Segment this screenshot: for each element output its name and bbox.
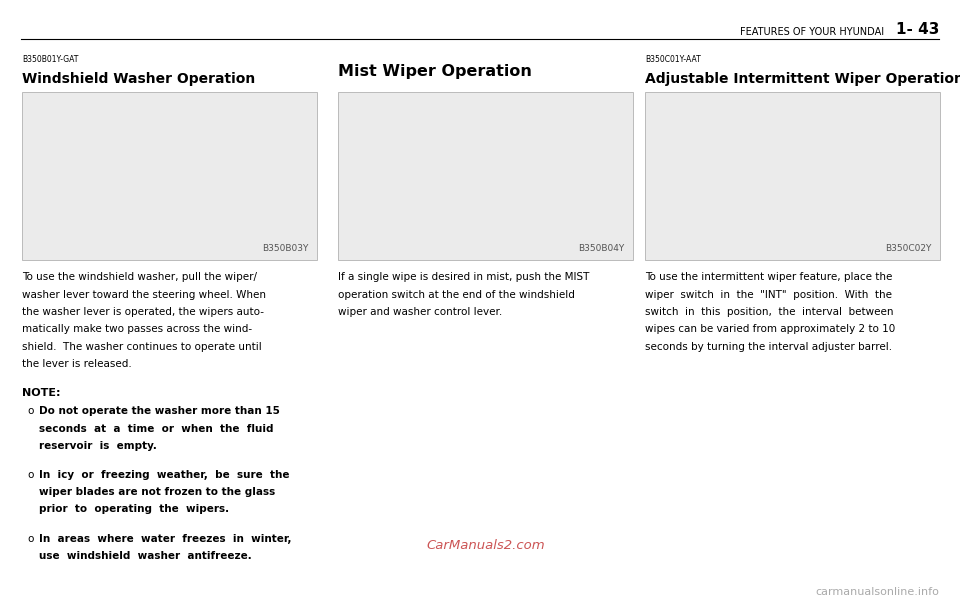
Text: Adjustable Intermittent Wiper Operation: Adjustable Intermittent Wiper Operation (645, 72, 960, 86)
Bar (22, 92, 317, 260)
Text: prior  to  operating  the  wipers.: prior to operating the wipers. (39, 504, 229, 515)
Text: Mist Wiper Operation: Mist Wiper Operation (338, 64, 532, 79)
Text: washer lever toward the steering wheel. When: washer lever toward the steering wheel. … (22, 289, 266, 299)
Text: wiper blades are not frozen to the glass: wiper blades are not frozen to the glass (39, 487, 276, 498)
Bar (645, 92, 940, 260)
Bar (338, 92, 633, 260)
Text: B350C01Y-AAT: B350C01Y-AAT (645, 55, 701, 64)
Text: the lever is released.: the lever is released. (22, 359, 132, 370)
Text: use  windshield  washer  antifreeze.: use windshield washer antifreeze. (39, 551, 252, 561)
Text: FEATURES OF YOUR HYUNDAI: FEATURES OF YOUR HYUNDAI (740, 27, 884, 37)
Text: o: o (28, 470, 34, 480)
Text: B350B03Y: B350B03Y (262, 244, 309, 253)
Text: In  icy  or  freezing  weather,  be  sure  the: In icy or freezing weather, be sure the (39, 470, 290, 480)
Text: B350B01Y-GAT: B350B01Y-GAT (22, 55, 79, 64)
Text: o: o (28, 534, 34, 543)
Text: seconds by turning the interval adjuster barrel.: seconds by turning the interval adjuster… (645, 342, 892, 352)
Text: reservoir  is  empty.: reservoir is empty. (39, 441, 156, 451)
Text: wiper and washer control lever.: wiper and washer control lever. (338, 307, 502, 317)
Text: B350C02Y: B350C02Y (885, 244, 932, 253)
Text: shield.  The washer continues to operate until: shield. The washer continues to operate … (22, 342, 262, 352)
Text: Windshield Washer Operation: Windshield Washer Operation (22, 72, 255, 86)
Text: In  areas  where  water  freezes  in  winter,: In areas where water freezes in winter, (39, 534, 292, 543)
Text: the washer lever is operated, the wipers auto-: the washer lever is operated, the wipers… (22, 307, 264, 317)
Text: switch  in  this  position,  the  interval  between: switch in this position, the interval be… (645, 307, 894, 317)
Text: Do not operate the washer more than 15: Do not operate the washer more than 15 (39, 406, 280, 417)
Text: NOTE:: NOTE: (22, 388, 60, 398)
Text: CarManuals2.com: CarManuals2.com (426, 539, 544, 552)
Text: carmanualsonline.info: carmanualsonline.info (815, 587, 939, 597)
Text: If a single wipe is desired in mist, push the MIST: If a single wipe is desired in mist, pus… (338, 272, 589, 282)
Text: seconds  at  a  time  or  when  the  fluid: seconds at a time or when the fluid (39, 424, 274, 434)
Text: wipes can be varied from approximately 2 to 10: wipes can be varied from approximately 2… (645, 324, 896, 335)
Text: o: o (28, 406, 34, 417)
Text: matically make two passes across the wind-: matically make two passes across the win… (22, 324, 252, 335)
Text: operation switch at the end of the windshield: operation switch at the end of the winds… (338, 289, 575, 299)
Text: wiper  switch  in  the  "INT"  position.  With  the: wiper switch in the "INT" position. With… (645, 289, 892, 299)
Text: To use the windshield washer, pull the wiper/: To use the windshield washer, pull the w… (22, 272, 257, 282)
Text: To use the intermittent wiper feature, place the: To use the intermittent wiper feature, p… (645, 272, 893, 282)
Text: B350B04Y: B350B04Y (578, 244, 625, 253)
Text: 1- 43: 1- 43 (896, 22, 939, 37)
